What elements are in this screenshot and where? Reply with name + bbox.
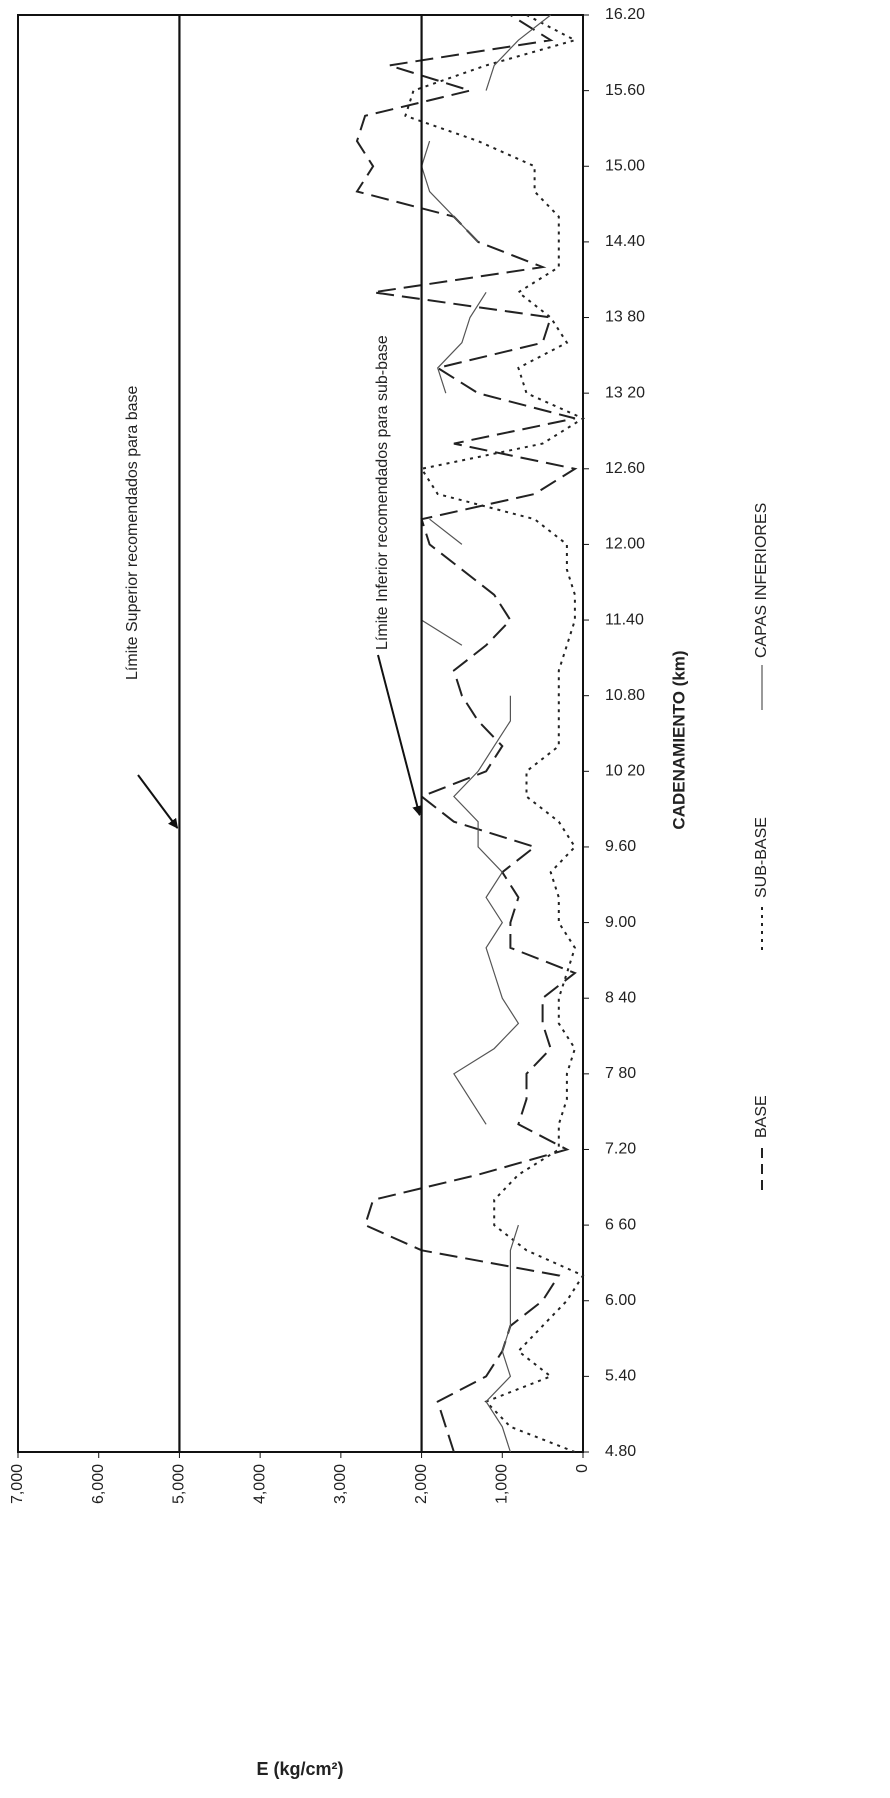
x-tick-label: 14.40 [605, 233, 645, 250]
series-line [355, 14, 578, 1453]
x-tick-label: 12.60 [605, 460, 645, 477]
series-line [420, 14, 552, 1453]
legend-label: SUB-BASE [753, 817, 770, 898]
x-tick-label: 13 80 [605, 309, 645, 326]
annotation-arrow [377, 654, 423, 816]
x-tick-label: 5.40 [605, 1368, 636, 1385]
x-tick-label: 12.00 [605, 536, 645, 553]
y-tick-label: 3,000 [332, 1464, 349, 1504]
y-tick-label: 5,000 [171, 1464, 188, 1504]
y-tick-label: 7,000 [9, 1464, 26, 1504]
x-tick-label: 11.40 [605, 611, 644, 628]
legend-label: CAPAS INFERIORES [753, 503, 770, 658]
x-tick-label: 7.20 [605, 1141, 636, 1158]
y-tick-label: 1,000 [494, 1464, 511, 1504]
x-tick-label: 15.00 [605, 157, 645, 174]
y-tick-label: 6,000 [90, 1464, 107, 1504]
plot-frame [17, 14, 584, 1453]
x-tick-label: 8 40 [605, 989, 636, 1006]
x-tick-label: 10.80 [605, 687, 645, 704]
legend-label: BASE [753, 1095, 770, 1138]
y-tick-label: 0 [574, 1464, 591, 1473]
x-tick-label: 9.00 [605, 914, 636, 931]
y-axis-title: E (kg/cm²) [256, 1759, 343, 1779]
x-axis-title: CADENAMIENTO (km) [669, 650, 688, 829]
x-tick-label: 15.60 [605, 82, 645, 99]
x-tick-label: 16.20 [605, 6, 645, 23]
x-tick-label: 6.00 [605, 1292, 636, 1309]
annotation-arrow [137, 774, 179, 829]
y-tick-label: 2,000 [413, 1464, 430, 1504]
annotation: Límite Inferior recomendados para sub-ba… [374, 335, 391, 650]
series-line [404, 14, 586, 1453]
x-tick-label: 13 20 [605, 384, 645, 401]
y-tick-label: 4,000 [251, 1464, 268, 1504]
annotation: Límite Superior recomendados para base [124, 386, 141, 680]
x-tick-label: 9.60 [605, 838, 636, 855]
x-tick-label: 6 60 [605, 1216, 636, 1233]
x-tick-label: 10 20 [605, 763, 645, 780]
x-tick-label: 7 80 [605, 1065, 636, 1082]
x-tick-label: 4.80 [605, 1443, 636, 1460]
